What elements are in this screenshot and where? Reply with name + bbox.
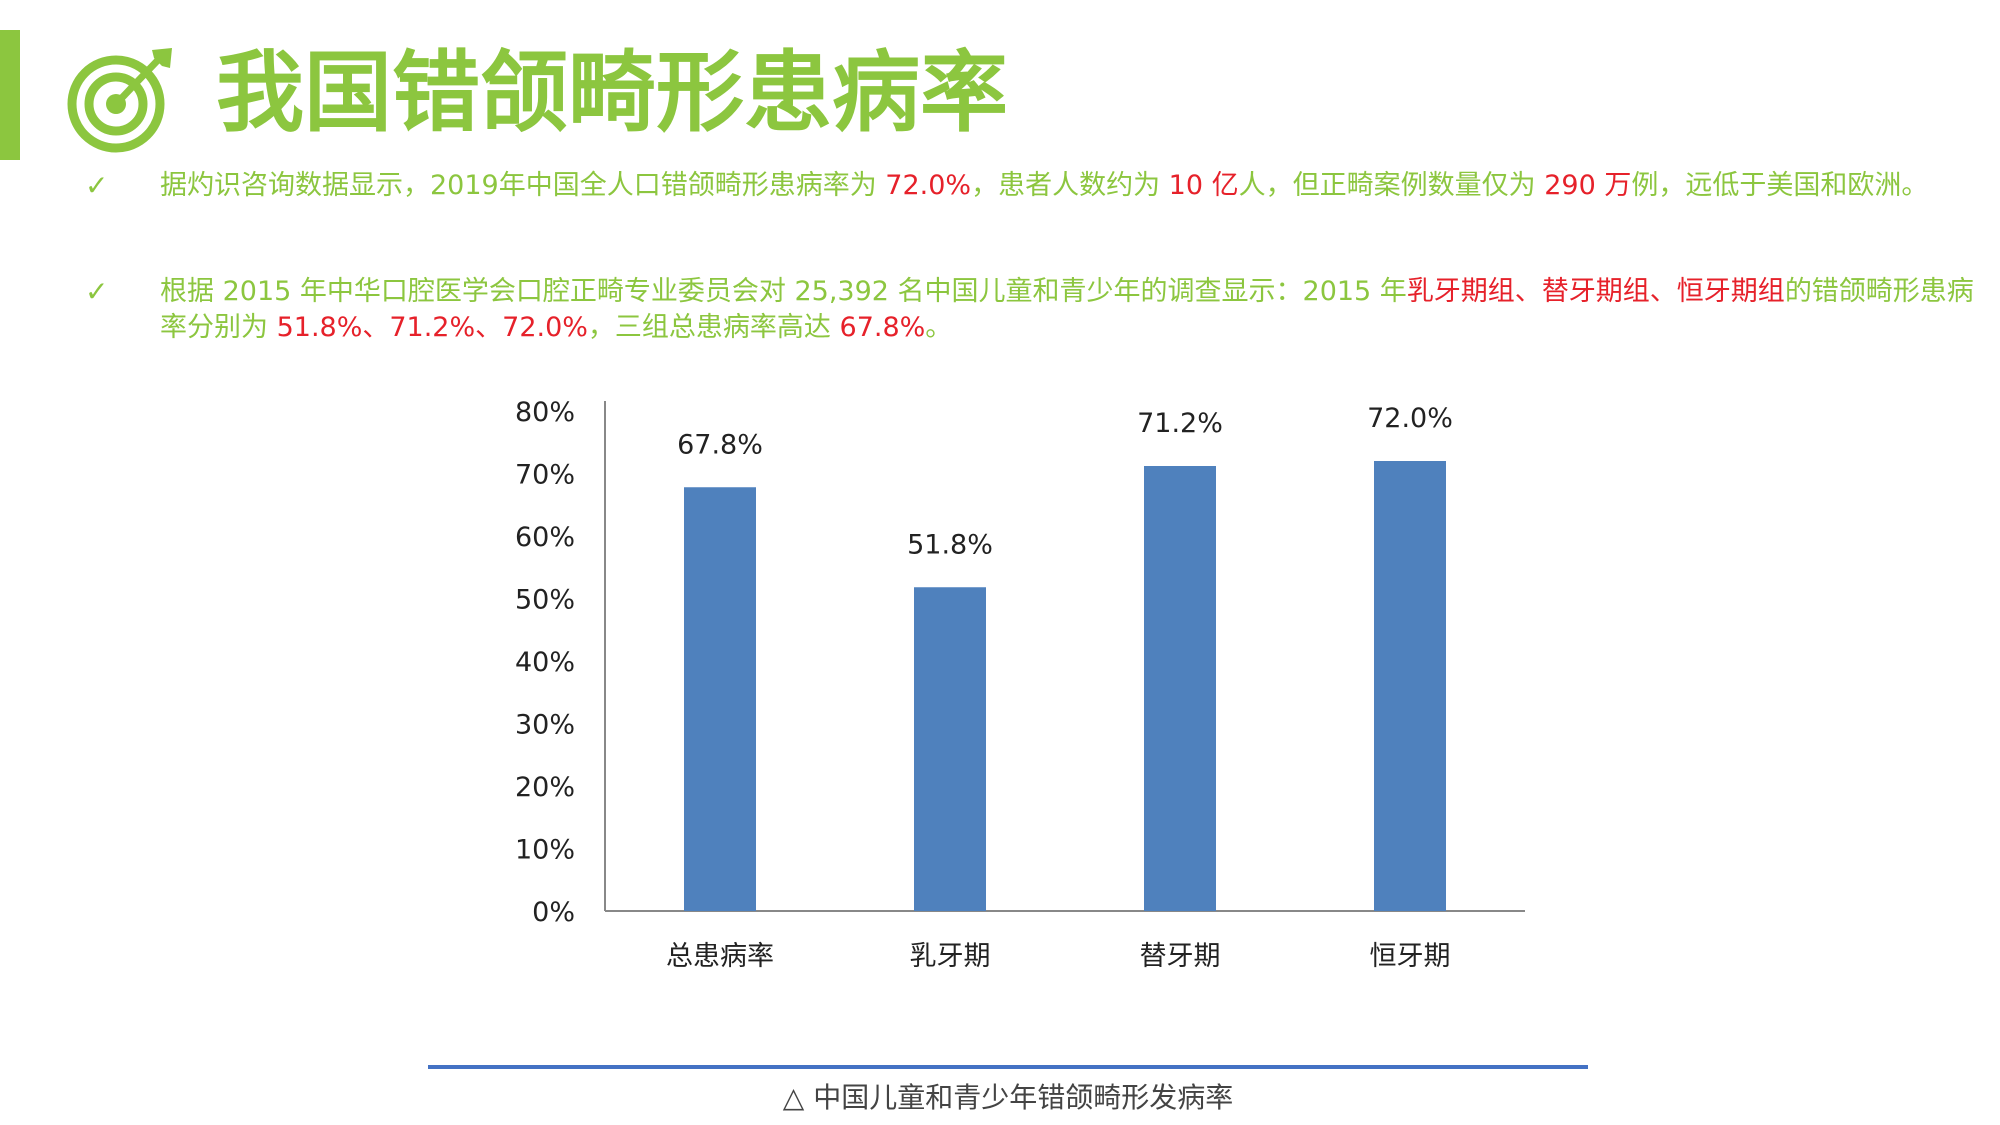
bar-chart: 0% 10% 20% 30% 40% 50% 60% 70% 80% 67.8% 总患病率 51.8%…	[515, 397, 1525, 972]
y-tick-label: 60%	[515, 522, 575, 553]
caption-divider	[428, 1065, 1588, 1069]
x-tick-label: 替牙期	[1140, 941, 1221, 972]
data-label: 51.8%	[907, 529, 993, 560]
data-label: 71.2%	[1137, 408, 1223, 439]
bar	[1374, 461, 1446, 911]
bullet-text: 根据 2015 年中华口腔医学会口腔正畸专业委员会对 25,392 名中国儿童和…	[160, 274, 1995, 346]
bullet-text-segment: 例，远低于美国和欧洲。	[1631, 170, 1929, 201]
target-arrow-icon	[67, 48, 172, 153]
chart-caption: △ 中国儿童和青少年错颌畸形发病率	[782, 1081, 1234, 1114]
bar	[684, 487, 756, 911]
check-icon: ✓	[85, 275, 109, 308]
y-tick-label: 30%	[515, 710, 575, 741]
bullet-text-segment: ，患者人数约为	[971, 170, 1169, 201]
title-accent-bar	[0, 30, 20, 160]
data-label: 67.8%	[677, 429, 763, 460]
highlight-text: 290 万	[1544, 170, 1632, 201]
bullet-text-segment: 。	[925, 312, 953, 343]
y-tick-label: 0%	[532, 897, 575, 928]
bullet-text-segment: 的错颌畸形患病率分别为	[160, 276, 1974, 343]
highlight-text: 72.0%	[885, 170, 972, 201]
bar	[1144, 466, 1216, 911]
bullet-text: 据灼识咨询数据显示，2019年中国全人口错颌畸形患病率为 72.0%，患者人数约…	[160, 168, 1995, 204]
bullet-text-segment: ，三组总患病率高达	[587, 312, 840, 343]
y-tick-label: 20%	[515, 772, 575, 803]
bar	[914, 587, 986, 911]
bullet-text-segment: 据灼识咨询数据显示，2019年中国全人口错颌畸形患病率为	[160, 170, 886, 201]
x-tick-label: 恒牙期	[1370, 941, 1451, 972]
data-label: 72.0%	[1367, 403, 1453, 434]
check-icon: ✓	[85, 169, 109, 202]
highlight-text: 67.8%	[839, 312, 926, 343]
highlight-text: 乳牙期组、替牙期组、恒牙期组	[1406, 276, 1785, 307]
x-tick-label: 总患病率	[666, 941, 774, 972]
bullet-text-segment: 根据 2015 年中华口腔医学会口腔正畸专业委员会对 25,392 名中国儿童和…	[160, 276, 1407, 307]
y-tick-label: 10%	[515, 835, 575, 866]
x-tick-label: 乳牙期	[910, 941, 991, 972]
page-title: 我国错颌畸形患病率	[216, 41, 1009, 144]
y-tick-label: 70%	[515, 460, 575, 491]
bullet-text-segment: 人，但正畸案例数量仅为	[1238, 170, 1545, 201]
highlight-text: 51.8%、71.2%、72.0%	[276, 312, 588, 343]
y-tick-label: 80%	[515, 397, 575, 428]
y-tick-label: 40%	[515, 647, 575, 678]
y-tick-label: 50%	[515, 585, 575, 616]
highlight-text: 10 亿	[1168, 170, 1239, 201]
